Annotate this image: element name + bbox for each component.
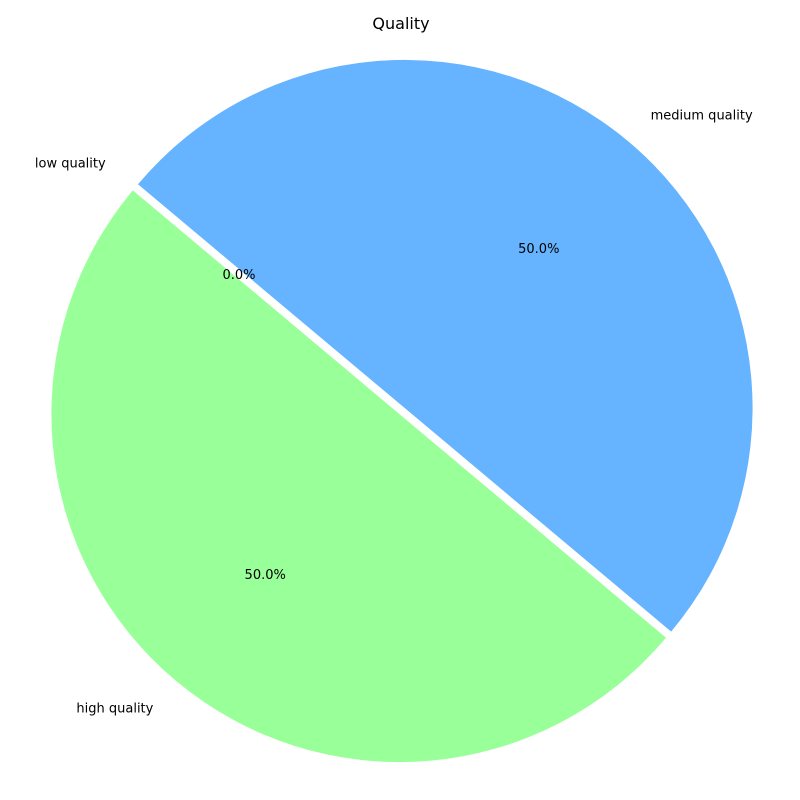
chart-title: Quality [372, 14, 429, 33]
slice-percent-low-quality: 0.0% [222, 268, 255, 283]
slice-label-low-quality: low quality [35, 156, 106, 171]
slice-percent-high-quality: 50.0% [245, 568, 286, 583]
slice-label-high-quality: high quality [76, 701, 153, 716]
pie-labels: low quality 0.0% high quality 50.0% medium q… [35, 109, 753, 717]
slice-percent-medium-quality: 50.0% [518, 242, 559, 257]
slice-label-medium-quality: medium quality [651, 109, 753, 124]
pie-slices [51, 59, 753, 763]
pie-slice-high-quality [51, 190, 667, 763]
pie-slice-medium-quality [137, 59, 753, 632]
